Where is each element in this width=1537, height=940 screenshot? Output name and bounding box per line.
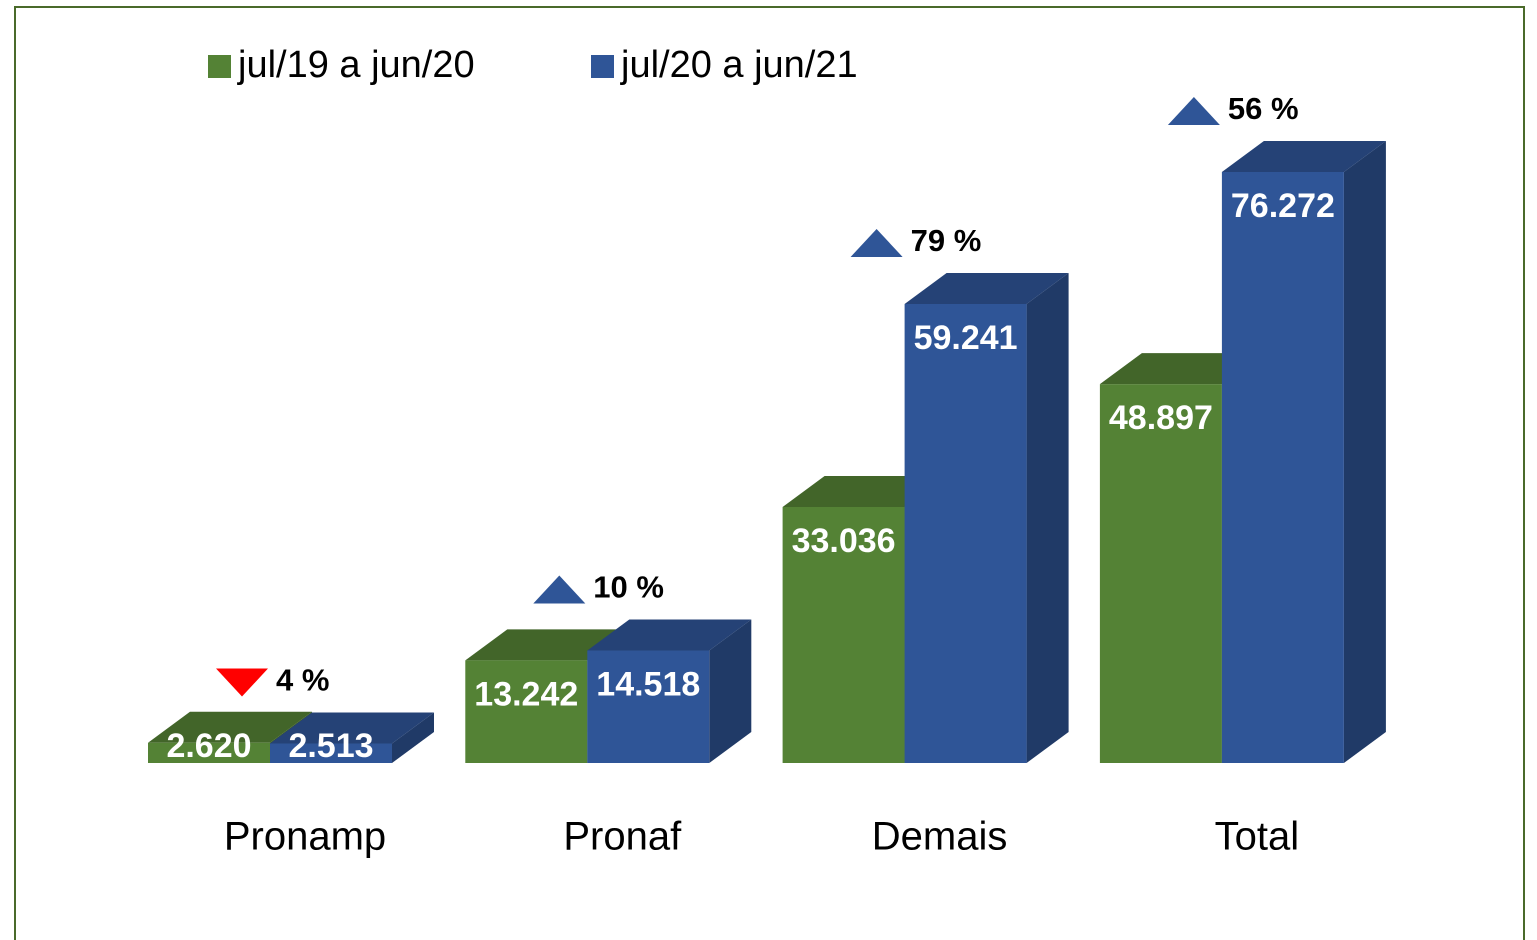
bar — [904, 272, 1069, 763]
legend-swatch — [591, 55, 614, 78]
bar-side — [392, 712, 434, 763]
bar-side — [1343, 141, 1386, 763]
bar-side — [709, 619, 752, 763]
legend-label: jul/19 a jun/20 — [237, 44, 475, 86]
change-marker — [850, 228, 903, 257]
value-label: 14.518 — [596, 665, 700, 703]
value-label: 2.620 — [166, 727, 251, 765]
bar — [270, 712, 434, 763]
bar-side — [1026, 272, 1069, 763]
change-label: 56 % — [1228, 91, 1299, 126]
change-marker — [216, 668, 268, 697]
bar-front — [904, 303, 1027, 763]
legend-swatch — [208, 55, 231, 78]
bar-front — [1099, 384, 1222, 763]
x-tick-label: Demais — [872, 815, 1008, 859]
bar-front — [782, 507, 905, 763]
x-tick-label: Pronamp — [224, 815, 386, 859]
change-marker — [533, 575, 586, 604]
bar — [1221, 141, 1386, 763]
change-label: 10 % — [593, 570, 664, 605]
change-label: 4 % — [276, 663, 329, 698]
value-label: 13.242 — [474, 675, 578, 713]
bar-top — [1221, 141, 1386, 172]
bar-front — [270, 743, 392, 763]
bar — [587, 619, 752, 763]
bar-top — [587, 619, 752, 651]
bar-front — [465, 660, 588, 763]
value-label: 33.036 — [792, 522, 896, 560]
bar-front — [1221, 172, 1344, 763]
bar-top — [270, 712, 434, 744]
value-label: 48.897 — [1109, 399, 1213, 437]
legend-label: jul/20 a jun/21 — [620, 44, 858, 86]
x-tick-label: Pronaf — [563, 815, 682, 859]
x-tick-label: Total — [1215, 815, 1300, 859]
change-marker — [1167, 97, 1220, 125]
bar-front — [587, 650, 710, 763]
value-label: 2.513 — [288, 727, 373, 765]
value-label: 76.272 — [1231, 187, 1335, 225]
bar-front — [148, 742, 270, 763]
value-label: 59.241 — [914, 319, 1018, 357]
change-label: 79 % — [911, 223, 982, 258]
bar-top — [148, 711, 312, 743]
bar-top — [904, 272, 1069, 304]
